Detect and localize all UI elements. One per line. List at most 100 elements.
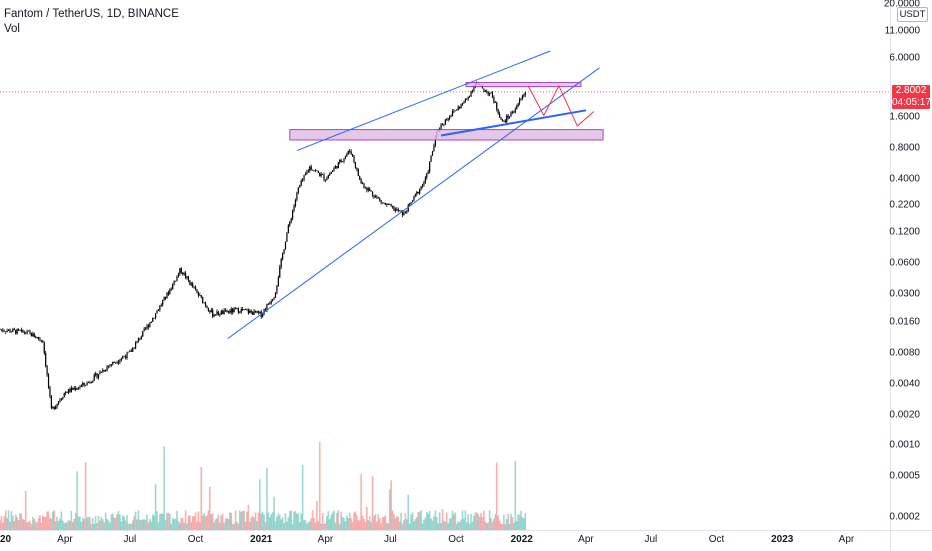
candle-body [49,387,51,397]
volume-bar [141,519,144,530]
time-tick-label: Jul [383,534,397,545]
candle-body [224,309,227,311]
candle-body [126,352,128,359]
volume-bar [464,510,467,530]
volume-bar [161,513,164,530]
candle-body [249,310,251,314]
volume-bar [418,511,421,530]
volume-bar [101,519,104,530]
volume-bar [483,510,485,530]
volume-bar [147,522,150,530]
volume-bar [447,523,450,530]
candle-body [120,358,122,360]
volume-bar [521,517,524,530]
candle-body [75,388,77,390]
volume-bar [204,516,207,530]
candle-body [12,329,14,332]
volume-bar [229,512,231,530]
volume-label[interactable]: Vol [4,23,20,35]
candle-body [35,337,37,338]
volume-bar [107,520,110,530]
volume-bar [193,516,195,530]
candle-body [153,318,155,319]
candle-body [326,178,328,181]
volume-bar [297,513,300,530]
volume-bar [23,519,26,530]
volume-bar [458,522,461,530]
candle-body [53,406,55,410]
candle-body [212,309,214,317]
candle-body [329,173,331,176]
volume-bar [236,521,238,530]
volume-bar [284,513,287,530]
candle-body [396,209,398,210]
volume-bar [254,512,257,530]
candle-body [367,188,369,191]
volume-bar [507,513,509,530]
volume-bar [501,523,504,530]
volume-bar [346,515,348,530]
volume-bar [323,523,325,530]
candle-body [516,106,518,110]
currency-unit-badge[interactable]: USDT [897,7,928,22]
volume-bar [113,517,115,530]
volume-bar [454,512,457,530]
volume-bar [74,512,77,530]
volume-bar [207,510,210,530]
volume-bar [406,519,408,530]
candle-body [521,95,524,99]
volume-bar [304,519,307,530]
time-tick-label: Jul [644,534,658,545]
volume-bar [253,517,255,530]
volume-bar [89,517,91,530]
time-tick-label: Apr [838,534,855,545]
current-price-value: 2.8002 [895,85,927,96]
candle-body [389,204,391,205]
price-tick-label: 0.8000 [889,142,920,154]
volume-bar [121,515,124,530]
candle-body [137,338,140,341]
volume-bar [30,523,33,530]
volume-bar [463,518,465,530]
volume-bar [450,518,452,530]
candle-body [284,241,287,250]
volume-bar [470,514,472,530]
volume-bar [47,511,50,530]
volume-bar [2,522,4,530]
candle-body [333,168,335,171]
volume-bar [428,510,431,530]
candle-body [109,365,111,366]
volume-bar [371,476,374,530]
volume-bar [331,512,334,530]
candle-body [313,170,315,172]
volume-bar [278,514,281,530]
volume-bar [114,517,117,530]
symbol-title[interactable]: Fantom / TetherUS, 1D, BINANCE [4,8,179,20]
volume-bar [350,518,352,530]
volume-bar [378,518,381,530]
candle-body [73,388,75,390]
volume-bar [388,489,391,530]
candle-body [441,124,444,126]
volume-bar [200,466,203,530]
candle-body [0,329,3,331]
volume-bar [213,522,215,530]
candle-body [152,318,154,322]
price-tick-label: 0.0010 [889,439,920,451]
candle-body [147,325,150,328]
candle-body [3,331,5,332]
candle-body [384,203,387,205]
candle-body [350,151,352,155]
lower-channel-line [227,67,600,340]
candle-body [140,336,142,340]
candle-body [144,328,147,330]
candle-body [310,166,312,170]
candle-body [497,109,499,114]
time-axis[interactable] [0,530,932,551]
candle-body [414,194,416,196]
volume-bar [69,520,71,530]
candle-body [374,196,377,198]
volume-bar [17,520,20,530]
